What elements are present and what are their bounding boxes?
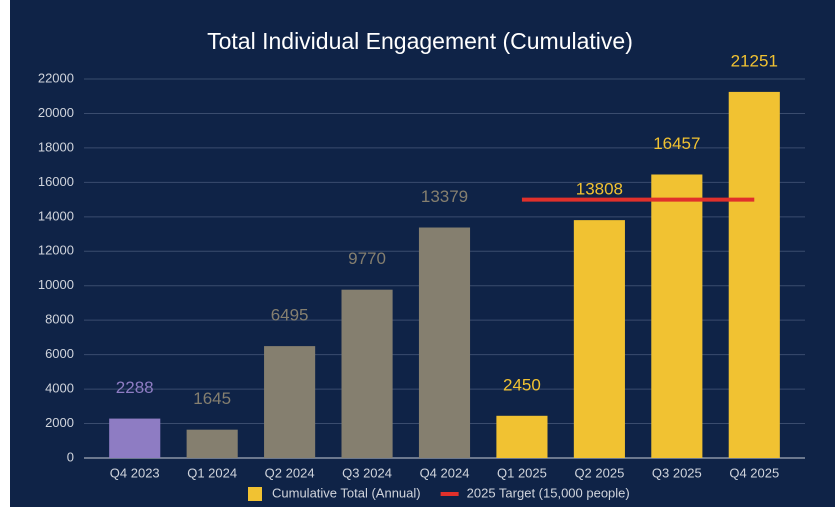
bar [651,174,703,458]
y-tick-label: 2000 [45,415,74,430]
chart-title: Total Individual Engagement (Cumulative) [207,28,633,54]
y-tick-label: 8000 [45,312,74,327]
x-tick-label: Q4 2025 [729,465,779,480]
data-label: 16457 [653,134,700,153]
bar [728,91,780,458]
data-label: 9770 [348,249,386,268]
x-tick-label: Q3 2025 [652,465,702,480]
bar [341,289,393,458]
legend-label: 2025 Target (15,000 people) [467,485,630,500]
bar [109,418,161,458]
x-tick-label: Q1 2024 [187,465,237,480]
y-tick-label: 0 [67,449,74,464]
y-tick-label: 6000 [45,346,74,361]
x-tick-label: Q4 2024 [420,465,470,480]
data-label: 2288 [116,378,154,397]
bar [418,227,471,458]
bar [186,429,238,458]
y-tick-label: 4000 [45,381,74,396]
data-label: 13379 [421,187,468,206]
bar [264,346,316,458]
legend-label: Cumulative Total (Annual) [272,485,421,500]
x-tick-label: Q3 2024 [342,465,392,480]
y-tick-label: 18000 [38,139,74,154]
y-tick-label: 14000 [38,208,74,223]
x-tick-label: Q4 2023 [110,465,160,480]
legend-swatch [248,487,262,501]
x-tick-label: Q2 2025 [574,465,624,480]
y-tick-label: 12000 [38,243,74,258]
y-tick-label: 16000 [38,174,74,189]
x-tick-label: Q1 2025 [497,465,547,480]
x-tick-label: Q2 2024 [265,465,315,480]
y-tick-label: 10000 [38,277,74,292]
data-label: 13808 [576,180,623,199]
data-label: 2450 [503,375,541,394]
data-label: 6495 [271,306,309,325]
y-tick-label: 22000 [38,70,74,85]
bar [573,220,625,458]
y-tick-label: 20000 [38,105,74,120]
data-label: 1645 [193,389,231,408]
bar [496,415,548,458]
data-label: 21251 [731,51,778,70]
